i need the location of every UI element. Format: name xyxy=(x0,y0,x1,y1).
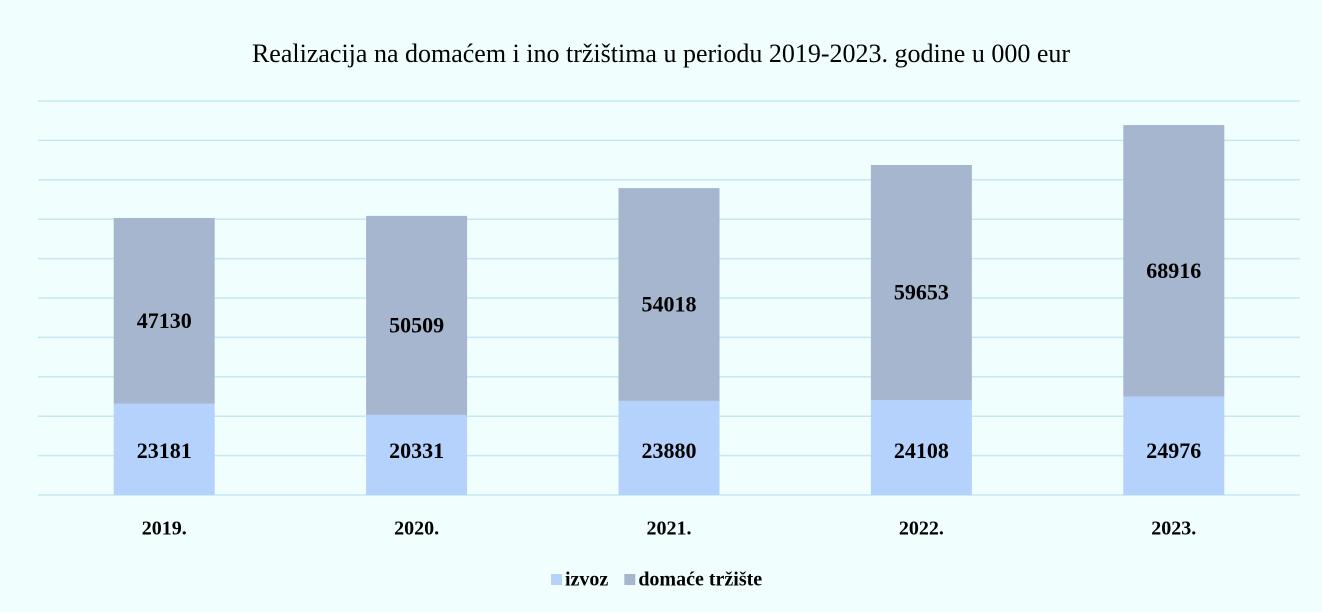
bar-segment xyxy=(366,215,468,415)
bar-segment xyxy=(870,164,972,401)
x-tick-label: 2022. xyxy=(899,518,944,540)
bar-segment xyxy=(113,403,215,495)
x-tick-label: 2021. xyxy=(647,518,692,540)
bar-segment xyxy=(113,217,215,404)
data-label: 50509 xyxy=(389,312,444,337)
x-tick-label: 2020. xyxy=(394,518,439,540)
data-label: 24976 xyxy=(1146,438,1201,463)
bar-segment xyxy=(366,414,468,495)
legend-swatch xyxy=(624,574,636,585)
bar-segment xyxy=(618,188,720,401)
x-tick-label: 2019. xyxy=(142,518,187,540)
legend-label: izvoz xyxy=(565,569,608,591)
bar-segment xyxy=(1123,125,1225,397)
chart-title: Realizacija na domaćem i ino tržištima u… xyxy=(252,39,1070,68)
legend-label: domaće tržište xyxy=(638,569,762,591)
data-label: 24108 xyxy=(894,438,949,463)
data-label: 54018 xyxy=(642,292,697,317)
data-label: 59653 xyxy=(894,280,949,305)
legend-swatch xyxy=(551,574,562,585)
data-label: 23880 xyxy=(642,438,697,463)
data-label: 23181 xyxy=(137,438,192,463)
data-label: 68916 xyxy=(1146,258,1201,283)
bar-segment xyxy=(870,400,972,495)
data-label: 47130 xyxy=(137,308,192,333)
data-label: 20331 xyxy=(389,438,444,463)
x-tick-label: 2023. xyxy=(1151,518,1196,540)
bar-segment xyxy=(1123,396,1225,495)
bar-segment xyxy=(618,400,720,495)
